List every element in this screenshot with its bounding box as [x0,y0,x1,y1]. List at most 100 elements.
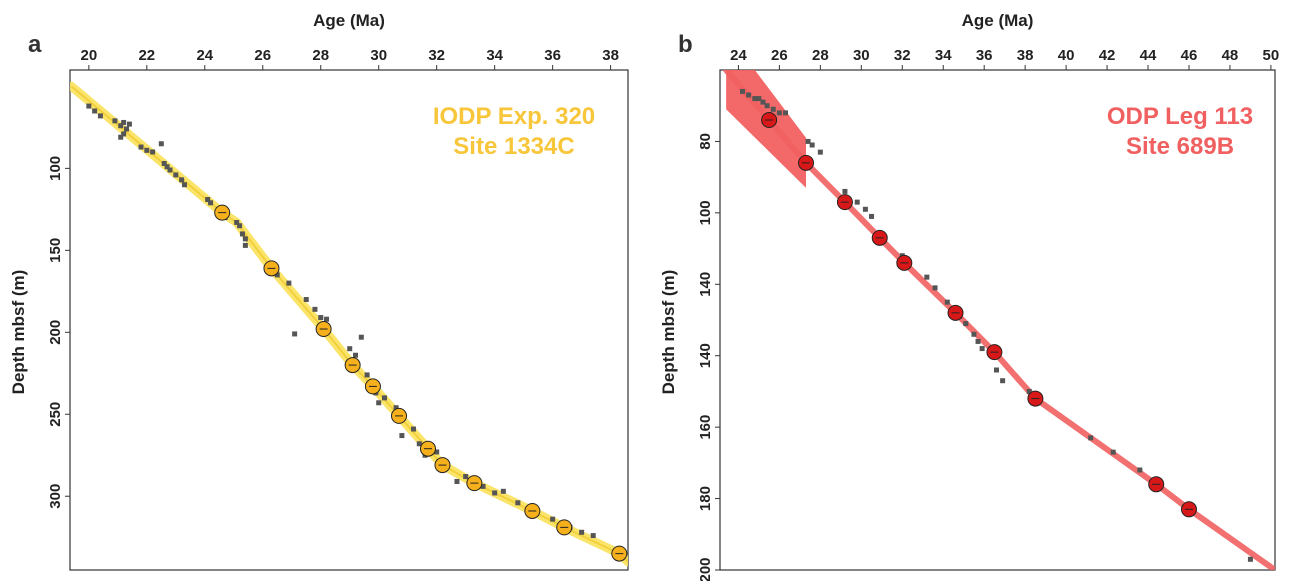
data-point [124,126,130,132]
data-point [869,213,875,219]
data-point [975,338,981,344]
data-point [862,206,868,212]
data-point [179,177,185,183]
x-tick-label: 26 [254,47,271,64]
data-point [292,331,298,337]
y-tick-label: 100 [47,156,64,181]
y-tick-label: 140 [697,272,714,297]
y-tick-label: 180 [697,486,714,511]
y-tick-label: 200 [697,557,714,581]
data-point [480,483,486,489]
data-point [783,110,789,116]
data-point [944,299,950,305]
y-axis-title: Depth mbsf (m) [659,270,678,395]
data-point [97,113,103,119]
data-point [118,123,124,129]
data-point [167,167,173,173]
x-tick-label: 38 [1017,47,1034,64]
panel-subtitle: Site 1334C [453,133,574,160]
data-point [515,500,521,506]
plot-frame [719,69,1276,571]
plot-area [70,81,628,567]
data-point [579,529,585,535]
panel-subtitle: Site 689B [1126,133,1234,160]
data-point [86,103,92,109]
data-point [205,197,211,203]
data-point [173,172,179,178]
x-tick-label: 26 [771,47,788,64]
data-point [854,199,860,205]
data-point [138,144,144,150]
data-point [150,149,156,155]
x-tick-label: 48 [1222,47,1239,64]
y-tick-label: 140 [697,343,714,368]
data-point [112,118,118,124]
data-point [924,274,930,280]
data-point [358,334,364,340]
data-point [1137,467,1143,473]
data-point [590,533,596,539]
data-point [770,106,776,112]
data-point [242,236,248,242]
data-point [347,346,353,352]
data-point [312,306,318,312]
x-tick-label: 20 [80,47,97,64]
data-point [776,110,782,116]
plot-frame [69,69,629,571]
y-tick-label: 80 [697,133,714,150]
data-point [740,88,746,94]
y-tick-label: 100 [697,200,714,225]
panel-title: ODP Leg 113 [1107,103,1253,130]
data-point [842,188,848,194]
data-point [454,478,460,484]
data-point [164,164,170,170]
y-tick-label: 250 [47,402,64,427]
data-point [1088,435,1094,441]
data-point [324,316,330,322]
data-point [932,285,938,291]
data-point [993,367,999,373]
x-tick-label: 28 [812,47,829,64]
data-point [118,134,124,140]
data-point [126,121,132,127]
panel-letter: a [28,31,42,58]
y-tick-label: 150 [47,238,64,263]
data-point [746,92,752,98]
data-point [399,433,405,439]
y-tick-label: 160 [697,415,714,440]
data-point [274,272,280,278]
data-point [550,516,556,522]
x-tick-label: 50 [1263,47,1280,64]
panel-letter: b [678,31,693,58]
data-point [158,141,164,147]
x-tick-label: 28 [312,47,329,64]
x-tick-label: 24 [730,47,747,64]
uncertainty-wedge [726,70,807,188]
x-tick-label: 34 [935,47,952,64]
data-point [1110,449,1116,455]
data-point [181,182,187,188]
data-point [463,474,469,480]
x-tick-label: 44 [1140,47,1157,64]
data-point [809,142,815,148]
data-point [303,297,309,303]
data-point [971,331,977,337]
data-point [121,119,127,125]
data-point [752,96,758,102]
x-tick-label: 22 [138,47,155,64]
data-point [434,449,440,455]
data-point [1247,556,1253,562]
data-point [239,231,245,237]
data-point [1000,378,1006,384]
x-tick-label: 34 [486,47,503,64]
y-axis-title: Depth mbsf (m) [9,270,28,395]
data-point [234,219,240,225]
x-tick-label: 24 [196,47,213,64]
y-tick-label: 300 [47,484,64,509]
data-point [237,223,243,229]
data-point [764,103,770,109]
data-point [382,395,388,401]
x-tick-label: 36 [544,47,561,64]
data-point [376,400,382,406]
